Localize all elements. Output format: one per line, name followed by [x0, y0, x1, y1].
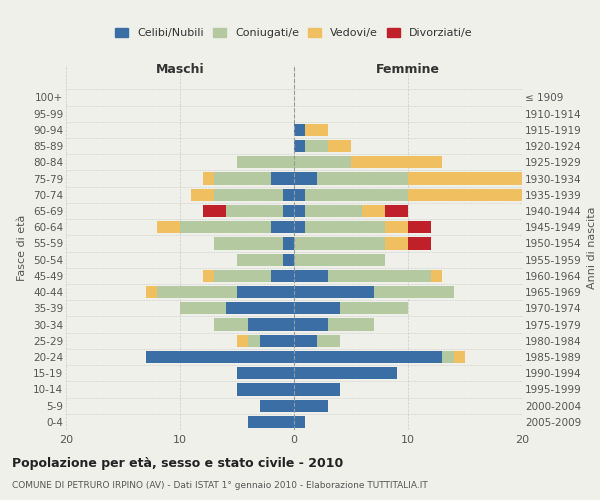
Bar: [317, 172, 408, 184]
Bar: [294, 400, 328, 412]
Bar: [283, 238, 294, 250]
Bar: [214, 318, 248, 330]
Bar: [442, 351, 454, 363]
Bar: [248, 318, 294, 330]
Bar: [214, 188, 283, 201]
Bar: [294, 221, 305, 234]
Bar: [328, 318, 374, 330]
Bar: [305, 140, 328, 152]
Bar: [305, 188, 408, 201]
Bar: [237, 334, 248, 347]
Bar: [294, 124, 305, 136]
Bar: [294, 238, 385, 250]
Bar: [237, 254, 283, 266]
Bar: [294, 270, 328, 282]
Bar: [294, 172, 317, 184]
Bar: [294, 351, 442, 363]
Bar: [214, 270, 271, 282]
Bar: [408, 221, 431, 234]
Bar: [226, 205, 283, 217]
Bar: [294, 367, 397, 380]
Y-axis label: Fasce di età: Fasce di età: [17, 214, 28, 280]
Bar: [454, 351, 465, 363]
Bar: [283, 188, 294, 201]
Bar: [294, 286, 374, 298]
Bar: [362, 205, 385, 217]
Bar: [157, 221, 180, 234]
Bar: [340, 302, 408, 314]
Bar: [408, 172, 600, 184]
Bar: [431, 270, 442, 282]
Bar: [294, 156, 351, 168]
Bar: [271, 270, 294, 282]
Text: Femmine: Femmine: [376, 64, 440, 76]
Bar: [305, 124, 328, 136]
Bar: [294, 302, 340, 314]
Bar: [203, 205, 226, 217]
Bar: [294, 205, 305, 217]
Bar: [248, 334, 260, 347]
Bar: [214, 172, 271, 184]
Bar: [294, 254, 385, 266]
Y-axis label: Anni di nascita: Anni di nascita: [587, 206, 597, 289]
Bar: [408, 238, 431, 250]
Bar: [146, 351, 294, 363]
Bar: [294, 384, 340, 396]
Bar: [328, 140, 351, 152]
Bar: [203, 270, 214, 282]
Bar: [237, 367, 294, 380]
Bar: [260, 334, 294, 347]
Text: COMUNE DI PETRURO IRPINO (AV) - Dati ISTAT 1° gennaio 2010 - Elaborazione TUTTIT: COMUNE DI PETRURO IRPINO (AV) - Dati IST…: [12, 481, 428, 490]
Bar: [248, 416, 294, 428]
Bar: [385, 238, 408, 250]
Bar: [214, 238, 283, 250]
Bar: [237, 286, 294, 298]
Text: Popolazione per età, sesso e stato civile - 2010: Popolazione per età, sesso e stato civil…: [12, 458, 343, 470]
Bar: [180, 221, 271, 234]
Bar: [294, 140, 305, 152]
Bar: [283, 254, 294, 266]
Bar: [385, 205, 408, 217]
Bar: [294, 318, 328, 330]
Bar: [203, 172, 214, 184]
Bar: [271, 172, 294, 184]
Bar: [260, 400, 294, 412]
Bar: [191, 188, 214, 201]
Bar: [294, 188, 305, 201]
Bar: [385, 221, 408, 234]
Bar: [271, 221, 294, 234]
Bar: [226, 302, 294, 314]
Bar: [283, 205, 294, 217]
Text: Maschi: Maschi: [155, 64, 205, 76]
Bar: [157, 286, 237, 298]
Bar: [351, 156, 442, 168]
Bar: [294, 416, 305, 428]
Bar: [180, 302, 226, 314]
Bar: [237, 156, 294, 168]
Bar: [328, 270, 431, 282]
Bar: [317, 334, 340, 347]
Bar: [305, 221, 385, 234]
Legend: Celibi/Nubili, Coniugati/e, Vedovi/e, Divorziati/e: Celibi/Nubili, Coniugati/e, Vedovi/e, Di…: [111, 23, 477, 42]
Bar: [294, 334, 317, 347]
Bar: [146, 286, 157, 298]
Bar: [374, 286, 454, 298]
Bar: [237, 384, 294, 396]
Bar: [408, 188, 568, 201]
Bar: [305, 205, 362, 217]
